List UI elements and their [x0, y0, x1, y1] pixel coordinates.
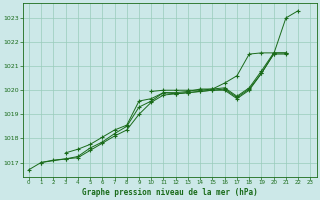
X-axis label: Graphe pression niveau de la mer (hPa): Graphe pression niveau de la mer (hPa)	[82, 188, 258, 197]
